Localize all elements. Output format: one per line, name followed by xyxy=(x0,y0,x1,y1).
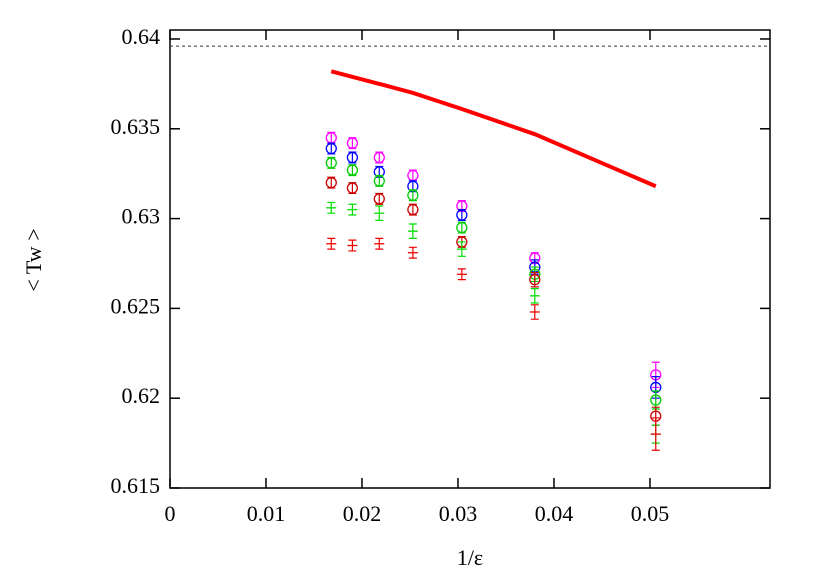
data-point xyxy=(325,142,337,155)
data-point xyxy=(346,182,359,194)
y-tick-label: 0.635 xyxy=(111,114,161,139)
data-point xyxy=(373,151,385,164)
data-point xyxy=(407,189,419,201)
x-axis-label: 1/ε xyxy=(457,545,483,570)
data-point xyxy=(346,137,359,149)
y-tick-label: 0.625 xyxy=(111,293,161,318)
data-point xyxy=(650,394,662,406)
x-tick-label: 0.01 xyxy=(247,501,286,526)
data-line xyxy=(330,69,657,189)
data-point xyxy=(529,274,541,286)
data-point xyxy=(346,151,359,164)
y-tick-label: 0.615 xyxy=(111,473,161,498)
y-tick-label: 0.63 xyxy=(122,204,161,229)
x-tick-label: 0 xyxy=(165,501,176,526)
plot-frame xyxy=(169,29,771,489)
y-tick-label: 0.64 xyxy=(122,24,161,49)
data-point xyxy=(346,164,359,176)
x-tick-label: 0.04 xyxy=(535,501,574,526)
y-axis-label: < Tw > xyxy=(21,228,46,291)
x-tick-label: 0.05 xyxy=(631,501,670,526)
data-point xyxy=(456,221,468,234)
y-tick-label: 0.62 xyxy=(122,383,161,408)
x-tick-label: 0.03 xyxy=(439,501,478,526)
data-point xyxy=(373,193,385,205)
error-bar xyxy=(651,390,660,410)
data-point xyxy=(373,175,385,187)
x-tick-label: 0.02 xyxy=(343,501,382,526)
data-point xyxy=(407,203,419,216)
data-point xyxy=(456,209,468,221)
data-point xyxy=(325,157,337,169)
data-point xyxy=(325,177,337,189)
